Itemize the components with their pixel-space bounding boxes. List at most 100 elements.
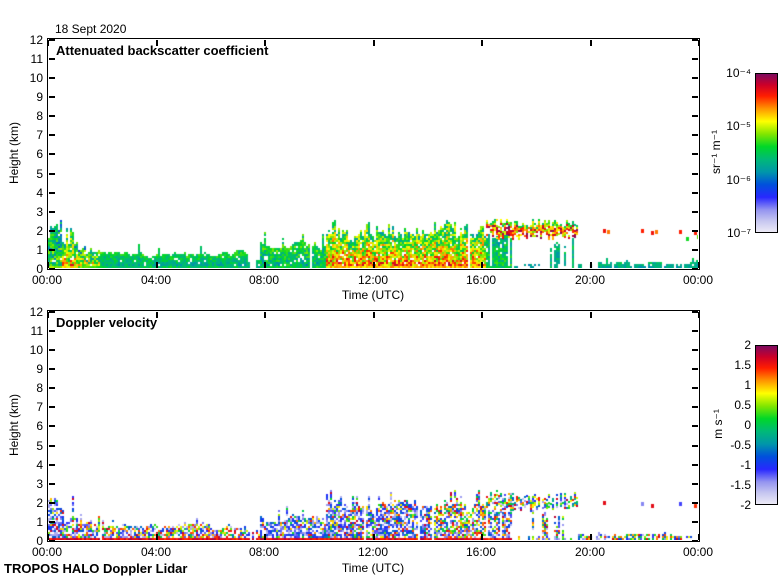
y-tick-mark	[692, 540, 698, 542]
colorbar-tick-label: 10⁻⁶	[726, 173, 751, 187]
y-tick-mark	[49, 58, 55, 60]
y-tick-mark	[49, 540, 55, 542]
y-tick-mark	[49, 464, 55, 466]
y-tick-mark	[692, 192, 698, 194]
x-tick-mark	[481, 534, 483, 540]
y-tick-label: 5	[36, 167, 43, 181]
x-tick-mark	[264, 312, 266, 318]
y-tick-mark	[692, 173, 698, 175]
y-tick-mark	[49, 330, 55, 332]
x-tick-mark	[590, 312, 592, 318]
x-tick-label: 08:00	[248, 545, 280, 559]
x-axis-label: Time (UTC)	[341, 561, 405, 575]
y-tick-mark	[692, 464, 698, 466]
colorbar-tick-label: 10⁻⁴	[726, 66, 751, 80]
y-tick-mark	[692, 349, 698, 351]
y-tick-mark	[49, 39, 55, 41]
y-tick-mark	[692, 153, 698, 155]
x-tick-label: 12:00	[357, 545, 389, 559]
colorbar-tick-label: -1	[740, 458, 751, 472]
x-tick-mark	[590, 40, 592, 46]
x-tick-mark	[264, 40, 266, 46]
footer-label: TROPOS HALO Doppler Lidar	[4, 561, 188, 576]
y-tick-mark	[692, 211, 698, 213]
y-tick-label: 11	[30, 52, 43, 66]
y-tick-mark	[692, 96, 698, 98]
x-tick-mark	[156, 312, 158, 318]
y-tick-mark	[692, 368, 698, 370]
x-tick-label: 00:00	[682, 545, 714, 559]
x-tick-mark	[481, 40, 483, 46]
y-tick-mark	[49, 311, 55, 313]
y-tick-mark	[49, 349, 55, 351]
velocity-panel: Doppler velocity	[47, 310, 700, 542]
y-tick-mark	[49, 387, 55, 389]
colorbar-tick-label: 10⁻⁵	[726, 119, 751, 133]
x-tick-mark	[156, 534, 158, 540]
y-tick-label: 8	[36, 381, 43, 395]
x-tick-label: 08:00	[248, 273, 280, 287]
y-tick-label: 7	[36, 400, 43, 414]
y-tick-label: 7	[36, 128, 43, 142]
colorbar-velocity	[755, 345, 778, 505]
x-tick-mark	[156, 262, 158, 268]
velocity-heatmap-canvas	[48, 311, 698, 540]
x-tick-mark	[47, 262, 49, 268]
x-tick-mark	[698, 40, 700, 46]
x-tick-label: 12:00	[357, 273, 389, 287]
y-tick-mark	[692, 445, 698, 447]
y-tick-mark	[692, 39, 698, 41]
x-tick-mark	[47, 534, 49, 540]
y-tick-mark	[692, 77, 698, 79]
y-tick-label: 9	[36, 90, 43, 104]
y-tick-label: 4	[36, 186, 43, 200]
backscatter-panel: Attenuated backscatter coefficient	[47, 38, 700, 270]
y-tick-label: 11	[30, 324, 43, 338]
y-tick-mark	[49, 521, 55, 523]
y-tick-mark	[49, 115, 55, 117]
y-tick-mark	[49, 211, 55, 213]
backscatter-heatmap-canvas	[48, 39, 698, 268]
x-tick-label: 16:00	[465, 545, 497, 559]
x-tick-label: 00:00	[682, 273, 714, 287]
y-tick-mark	[692, 230, 698, 232]
y-tick-label: 9	[36, 362, 43, 376]
x-tick-mark	[373, 534, 375, 540]
y-tick-mark	[692, 425, 698, 427]
colorbar-tick-label: 1	[744, 378, 751, 392]
y-tick-label: 2	[36, 496, 43, 510]
y-tick-mark	[692, 115, 698, 117]
y-tick-mark	[692, 58, 698, 60]
x-tick-label: 20:00	[574, 273, 606, 287]
y-tick-mark	[49, 425, 55, 427]
x-tick-label: 00:00	[31, 273, 63, 287]
x-tick-label: 20:00	[574, 545, 606, 559]
colorbar-tick-label: 0.5	[734, 398, 751, 412]
y-tick-mark	[49, 153, 55, 155]
y-tick-label: 6	[36, 419, 43, 433]
x-tick-label: 16:00	[465, 273, 497, 287]
panel-title: Attenuated backscatter coefficient	[56, 43, 269, 58]
y-tick-label: 12	[29, 33, 43, 47]
colorbar-tick-label: 2	[744, 338, 751, 352]
y-tick-label: 0	[36, 534, 43, 548]
y-tick-mark	[692, 406, 698, 408]
y-tick-label: 12	[29, 305, 43, 319]
colorbar-unit-label: sr⁻¹ m⁻¹	[709, 130, 723, 174]
y-tick-label: 1	[36, 243, 43, 257]
x-tick-mark	[264, 262, 266, 268]
y-tick-mark	[49, 268, 55, 270]
x-tick-mark	[373, 312, 375, 318]
x-tick-mark	[481, 262, 483, 268]
colorbar-tick-label: -1.5	[730, 478, 751, 492]
x-tick-label: 04:00	[140, 273, 172, 287]
x-tick-mark	[47, 312, 49, 318]
y-tick-mark	[49, 96, 55, 98]
x-tick-label: 04:00	[140, 545, 172, 559]
colorbar-tick-label: 10⁻⁷	[726, 226, 751, 240]
y-tick-mark	[49, 192, 55, 194]
x-tick-mark	[590, 262, 592, 268]
y-tick-label: 3	[36, 205, 43, 219]
x-tick-mark	[47, 40, 49, 46]
